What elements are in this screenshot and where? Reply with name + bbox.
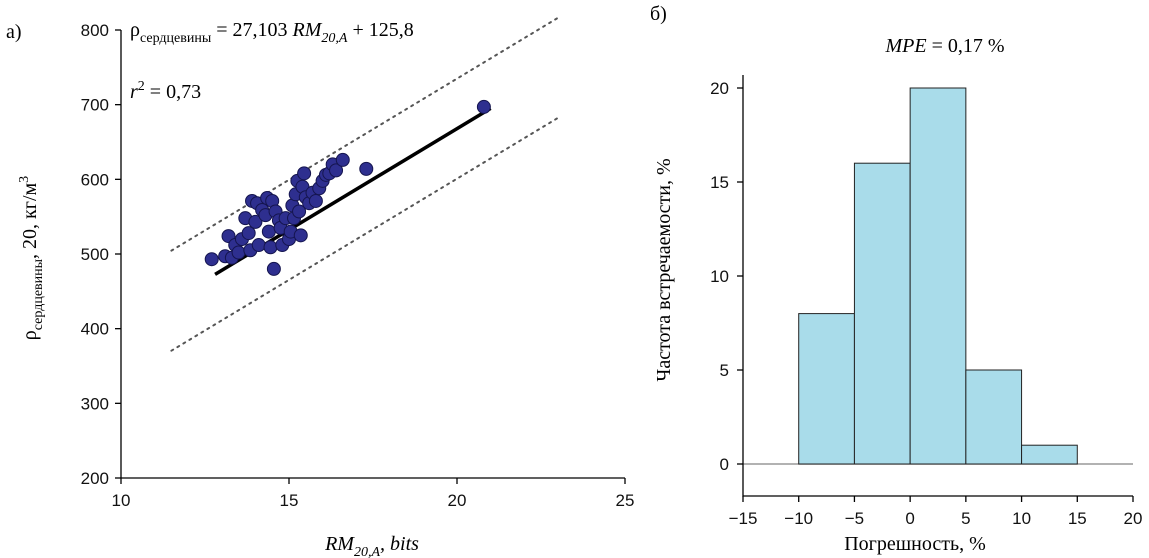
histogram-y-tick-label: 5 bbox=[720, 361, 729, 380]
histogram-y-tick-label: 20 bbox=[710, 79, 729, 98]
scatter-y-tick-label: 500 bbox=[81, 245, 109, 264]
scatter-point bbox=[335, 152, 350, 167]
regression-equation: ρсердцевины = 27,103 RM20,A + 125,8 bbox=[130, 19, 414, 46]
scatter-y-tick-label: 700 bbox=[81, 96, 109, 115]
histogram-y-tick-label: 15 bbox=[710, 173, 729, 192]
scatter-points bbox=[204, 99, 491, 276]
scatter-x-tick-label: 10 bbox=[112, 491, 131, 510]
histogram-y-tick-label: 0 bbox=[720, 455, 729, 474]
scatter-x-tick-label: 15 bbox=[280, 491, 299, 510]
histogram-x-tick-label: 0 bbox=[905, 509, 914, 528]
histogram-x-tick-label: 20 bbox=[1124, 509, 1143, 528]
histogram-y-ticks: 0 5 10 15 20 bbox=[710, 79, 743, 474]
scatter-x-ticks: 10 15 20 25 bbox=[112, 478, 635, 510]
panel-b-label: б) bbox=[650, 3, 667, 25]
scatter-point bbox=[308, 193, 323, 208]
histogram-x-ticks: −15 −10 −5 0 5 10 15 20 bbox=[729, 496, 1143, 528]
scatter-point bbox=[231, 245, 246, 260]
scatter-lines bbox=[170, 16, 559, 352]
histogram-bar bbox=[798, 313, 855, 465]
histogram-bar bbox=[853, 162, 911, 465]
r-squared: r2 = 0,73 bbox=[130, 79, 201, 103]
scatter-point bbox=[476, 99, 491, 114]
scatter-point bbox=[241, 226, 256, 241]
scatter-point bbox=[297, 166, 312, 181]
scatter-y-label: ρсердцевины, 20, кг/м3 bbox=[17, 176, 46, 340]
histogram-x-tick-label: 10 bbox=[1012, 509, 1031, 528]
histogram-x-tick-label: 5 bbox=[961, 509, 970, 528]
histogram-bars bbox=[798, 87, 1078, 465]
histogram-panel: б) MPE = 0,17 % 0 5 10 15 20 −15 −10 −5 0 5 10 15 2… bbox=[650, 3, 1142, 555]
scatter-y-ticks: 200 300 400 500 600 700 800 bbox=[81, 21, 121, 488]
histogram-bar bbox=[909, 87, 967, 465]
histogram-x-tick-label: −10 bbox=[784, 509, 813, 528]
scatter-panel: а) 200 300 400 500 600 700 800 10 15 20 25 ρсердц… bbox=[6, 16, 635, 558]
histogram-bar bbox=[965, 369, 1023, 465]
histogram-x-label: Погрешность, % bbox=[844, 533, 986, 555]
scatter-y-tick-label: 800 bbox=[81, 21, 109, 40]
scatter-x-tick-label: 20 bbox=[448, 491, 467, 510]
scatter-y-tick-label: 200 bbox=[81, 469, 109, 488]
scatter-point bbox=[261, 224, 276, 239]
histogram-y-label: Частота встречаемости, % bbox=[653, 158, 675, 381]
scatter-point bbox=[263, 240, 278, 255]
scatter-x-tick-label: 25 bbox=[616, 491, 635, 510]
lower-prediction-line bbox=[170, 116, 559, 352]
scatter-point bbox=[204, 252, 219, 267]
panel-a-label: а) bbox=[6, 21, 22, 43]
histogram-x-tick-label: −15 bbox=[729, 509, 758, 528]
scatter-point bbox=[293, 228, 308, 243]
scatter-point bbox=[359, 161, 374, 176]
scatter-point bbox=[266, 261, 281, 276]
histogram-bar bbox=[1021, 444, 1078, 465]
scatter-y-tick-label: 300 bbox=[81, 394, 109, 413]
scatter-point bbox=[329, 163, 344, 178]
scatter-point bbox=[251, 238, 266, 253]
histogram-y-tick-label: 10 bbox=[710, 267, 729, 286]
scatter-point bbox=[292, 204, 307, 219]
histogram-x-tick-label: 15 bbox=[1068, 509, 1087, 528]
upper-prediction-line bbox=[170, 16, 559, 252]
scatter-y-tick-label: 400 bbox=[81, 320, 109, 339]
histogram-title: MPE = 0,17 % bbox=[884, 35, 1004, 57]
scatter-x-label: RM20,A, bits bbox=[324, 533, 419, 558]
scatter-y-tick-label: 600 bbox=[81, 170, 109, 189]
histogram-x-tick-label: −5 bbox=[845, 509, 864, 528]
scatter-point bbox=[248, 214, 263, 229]
